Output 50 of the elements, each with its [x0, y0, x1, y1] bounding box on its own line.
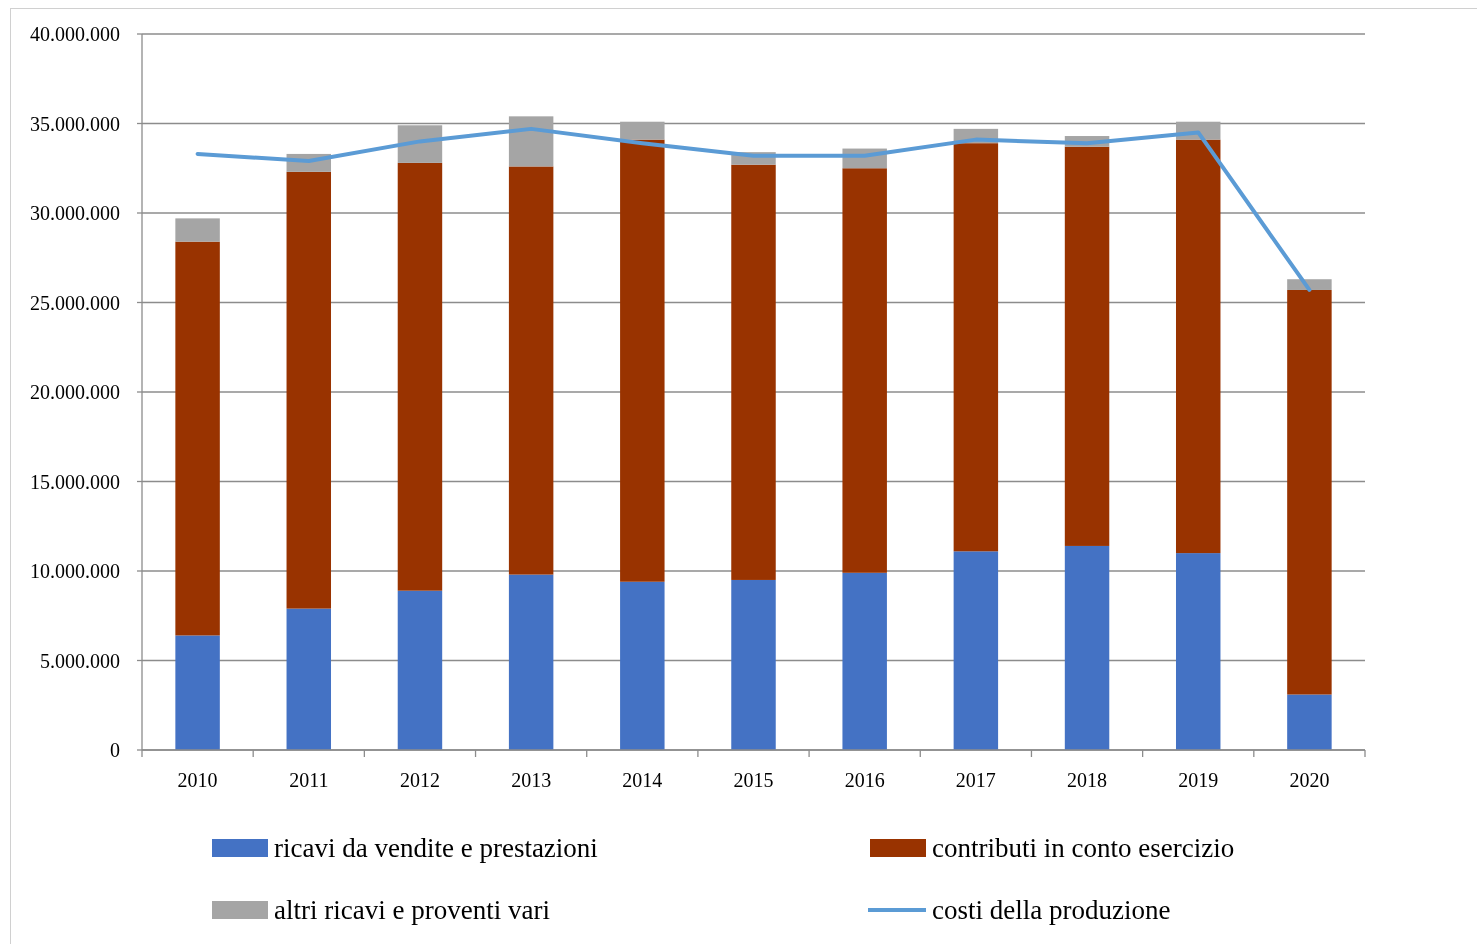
y-tick-label: 35.000.000 — [30, 112, 120, 135]
bar — [620, 139, 665, 582]
bar — [508, 116, 554, 167]
x-tick-label: 2014 — [622, 769, 663, 791]
y-tick-label: 10.000.000 — [30, 560, 120, 582]
legend-label: costi della produzione — [932, 895, 1171, 926]
bar — [175, 241, 220, 636]
bar — [397, 162, 443, 591]
bar — [508, 574, 554, 750]
bar — [286, 608, 332, 750]
y-tick-label: 25.000.000 — [30, 291, 120, 314]
bar — [175, 635, 220, 750]
bar — [1064, 146, 1110, 546]
bar — [397, 590, 443, 750]
bar — [731, 579, 776, 750]
line-series — [195, 126, 1312, 292]
bar — [508, 166, 554, 575]
bar — [620, 121, 665, 140]
x-tick-label: 2018 — [1067, 769, 1108, 791]
x-tick-label: 2011 — [289, 769, 329, 791]
x-tick-label: 2019 — [1178, 769, 1219, 791]
y-tick-label: 40.000.000 — [30, 23, 120, 45]
bar — [1287, 289, 1332, 695]
bar — [953, 143, 999, 552]
legend-label: altri ricavi e proventi vari — [274, 895, 550, 926]
x-tick-label: 2012 — [399, 769, 440, 791]
bar — [953, 551, 999, 750]
bar — [620, 581, 665, 750]
x-tick-label: 2013 — [511, 769, 552, 791]
bar — [842, 572, 887, 750]
y-tick-label: 5.000.000 — [40, 649, 120, 672]
x-tick-label: 2020 — [1289, 769, 1330, 791]
y-tick-label: 15.000.000 — [30, 470, 120, 493]
bar — [731, 164, 776, 580]
bar — [1287, 694, 1332, 750]
legend-label: ricavi da vendite e prestazioni — [274, 833, 598, 864]
bar — [1175, 139, 1221, 554]
y-tick-label: 30.000.000 — [30, 202, 120, 224]
bar — [842, 168, 887, 573]
x-tick-label: 2015 — [733, 769, 774, 791]
y-tick-label: 0 — [110, 739, 120, 761]
bar — [1064, 545, 1110, 750]
y-tick-label: 20.000.000 — [30, 381, 120, 403]
bar — [286, 171, 332, 609]
bar — [1175, 553, 1221, 750]
legend-label: contributi in conto esercizio — [932, 833, 1235, 864]
x-tick-label: 2016 — [844, 769, 885, 791]
x-tick-label: 2010 — [177, 769, 218, 791]
bar — [175, 218, 220, 242]
x-tick-label: 2017 — [955, 769, 996, 791]
